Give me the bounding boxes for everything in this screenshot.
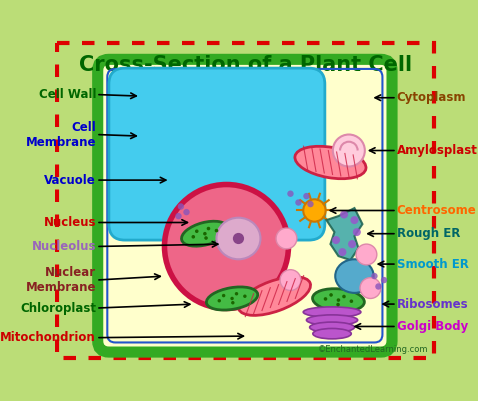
Circle shape [231, 301, 235, 304]
Text: Rough ER: Rough ER [397, 227, 460, 240]
Circle shape [342, 295, 346, 298]
FancyBboxPatch shape [98, 59, 392, 352]
Circle shape [183, 209, 190, 215]
Circle shape [381, 277, 387, 283]
Text: Cell Wall: Cell Wall [39, 88, 96, 101]
Ellipse shape [295, 146, 366, 179]
Circle shape [307, 201, 314, 207]
Ellipse shape [164, 184, 288, 308]
Circle shape [195, 229, 198, 233]
Circle shape [349, 300, 353, 303]
Circle shape [230, 297, 234, 300]
Ellipse shape [303, 307, 361, 317]
Text: Mitochondrion: Mitochondrion [0, 331, 96, 344]
Circle shape [203, 232, 206, 235]
Ellipse shape [217, 218, 261, 259]
Ellipse shape [335, 259, 374, 293]
Circle shape [348, 240, 356, 248]
Text: Cross-Section of a Plant Cell: Cross-Section of a Plant Cell [79, 55, 412, 75]
Circle shape [287, 190, 293, 197]
Text: Centrosome: Centrosome [397, 204, 477, 217]
Circle shape [375, 283, 381, 290]
Text: Nuclear
Membrane: Nuclear Membrane [26, 266, 96, 294]
Ellipse shape [310, 322, 355, 332]
Text: Golgi Body: Golgi Body [397, 320, 468, 333]
Circle shape [178, 203, 184, 210]
Circle shape [175, 213, 182, 219]
Polygon shape [326, 208, 362, 260]
Circle shape [243, 294, 247, 298]
Circle shape [222, 294, 225, 297]
FancyBboxPatch shape [109, 68, 325, 240]
Circle shape [360, 277, 381, 298]
Circle shape [204, 236, 208, 240]
Circle shape [280, 270, 301, 290]
Text: Cell
Membrane: Cell Membrane [26, 121, 96, 148]
Circle shape [337, 298, 340, 302]
Circle shape [295, 199, 302, 206]
Text: Vacuole: Vacuole [44, 174, 96, 186]
Text: Ribosomes: Ribosomes [397, 298, 468, 310]
Text: Nucleus: Nucleus [43, 216, 96, 229]
Circle shape [340, 211, 348, 219]
Circle shape [329, 293, 333, 297]
Ellipse shape [182, 221, 228, 246]
Circle shape [206, 227, 210, 230]
Circle shape [303, 193, 310, 199]
Circle shape [356, 244, 377, 265]
Text: Amylosplast: Amylosplast [397, 144, 478, 157]
Circle shape [338, 248, 347, 256]
Text: ©EnchantedLearning.com: ©EnchantedLearning.com [318, 346, 429, 354]
Ellipse shape [306, 315, 358, 325]
Circle shape [353, 228, 361, 236]
Ellipse shape [206, 287, 258, 310]
Circle shape [235, 292, 238, 296]
Circle shape [371, 273, 378, 279]
Circle shape [233, 233, 244, 244]
Circle shape [215, 229, 218, 232]
Circle shape [333, 134, 365, 166]
Text: Cytoplasm: Cytoplasm [397, 91, 467, 104]
Circle shape [276, 228, 297, 249]
Circle shape [217, 299, 221, 302]
Ellipse shape [313, 328, 351, 339]
Circle shape [350, 216, 358, 224]
Text: Chloroplast: Chloroplast [20, 302, 96, 314]
Text: Smooth ER: Smooth ER [397, 257, 469, 271]
Circle shape [324, 297, 327, 301]
Circle shape [332, 236, 340, 244]
Ellipse shape [239, 277, 311, 315]
Circle shape [336, 303, 340, 306]
Circle shape [192, 235, 195, 239]
Ellipse shape [313, 289, 364, 312]
Circle shape [303, 199, 326, 222]
Text: Nucleolus: Nucleolus [32, 240, 96, 253]
